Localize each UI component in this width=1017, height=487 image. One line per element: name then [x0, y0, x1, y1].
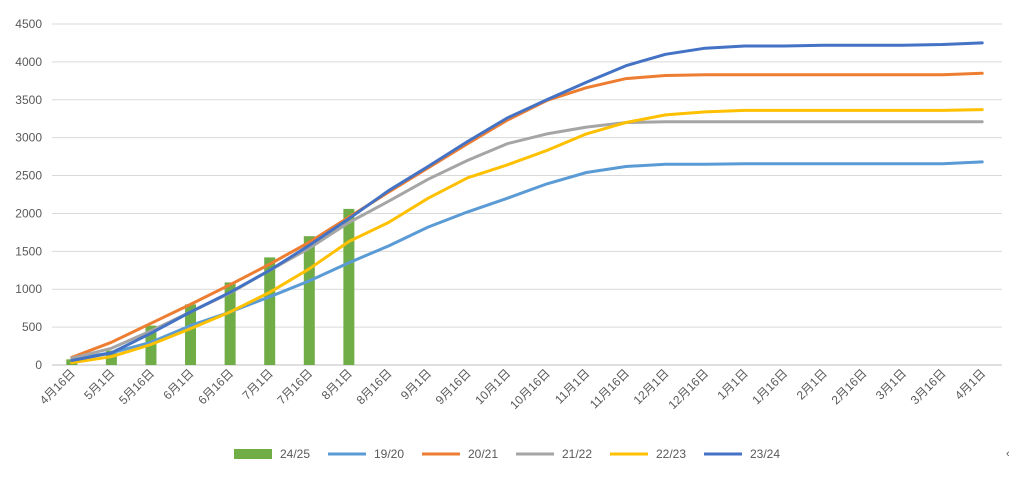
legend-swatch-24/25: [234, 449, 272, 459]
legend-label-22/23: 22/23: [656, 447, 686, 461]
x-tick-label: 12月16日: [665, 366, 711, 412]
x-tick-label: 1月1日: [715, 366, 751, 402]
line-20/21: [70, 71, 984, 359]
x-tick-label: 6月16日: [195, 366, 236, 407]
scroll-left-icon[interactable]: ‹: [1006, 448, 1010, 460]
bar-24/25: [264, 257, 276, 365]
x-tick-label: 2月16日: [829, 366, 870, 407]
y-tick-label: 1500: [15, 244, 42, 258]
y-tick-label: 4500: [15, 17, 42, 31]
x-tick-label: 3月1日: [873, 366, 909, 402]
y-tick-label: 0: [35, 358, 42, 372]
legend: 24/25 19/20 20/21 21/22 22/23 23/24: [234, 447, 780, 461]
y-axis-ticks: 0 500 1000 1500 2000 2500 3000 3500 4000 4500: [15, 17, 42, 372]
x-tick-label: 9月1日: [398, 366, 434, 402]
gridlines: [52, 23, 1002, 366]
y-tick-label: 2500: [15, 169, 42, 183]
x-tick-label: 8月1日: [319, 366, 355, 402]
legend-label-20/21: 20/21: [468, 447, 498, 461]
y-tick-label: 1000: [15, 282, 42, 296]
x-tick-label: 5月1日: [81, 366, 117, 402]
y-tick-label: 4000: [15, 55, 42, 69]
y-tick-label: 3000: [15, 131, 42, 145]
line-23/24: [70, 41, 984, 362]
x-tick-label: 7月16日: [274, 366, 315, 407]
x-tick-label: 4月1日: [952, 366, 988, 402]
line-19/20: [70, 160, 984, 361]
legend-label-19/20: 19/20: [374, 447, 404, 461]
x-tick-label: 3月16日: [908, 366, 949, 407]
x-tick-label: 11月16日: [587, 366, 632, 411]
legend-label-21/22: 21/22: [562, 447, 592, 461]
x-tick-label: 5月16日: [116, 366, 157, 407]
x-tick-label: 8月16日: [354, 366, 395, 407]
bar-24/25: [343, 208, 355, 365]
y-tick-label: 2000: [15, 206, 42, 220]
x-tick-label: 10月16日: [507, 366, 553, 412]
legend-label-24/25: 24/25: [280, 447, 310, 461]
x-tick-label: 4月16日: [37, 366, 78, 407]
x-tick-label: 7月1日: [240, 366, 276, 402]
line-series: [70, 41, 984, 365]
y-tick-label: 3500: [15, 93, 42, 107]
bar-24/25: [303, 236, 315, 365]
x-tick-label: 1月16日: [749, 366, 790, 407]
line-22/23: [70, 108, 984, 365]
bar-24/25: [224, 282, 236, 365]
bar-24/25: [185, 304, 197, 365]
x-tick-label: 2月1日: [794, 366, 830, 402]
y-tick-label: 500: [22, 320, 42, 334]
x-tick-label: 11月1日: [552, 366, 592, 406]
legend-label-23/24: 23/24: [750, 447, 780, 461]
x-tick-label: 6月1日: [160, 366, 196, 402]
x-tick-label: 9月16日: [433, 366, 474, 407]
